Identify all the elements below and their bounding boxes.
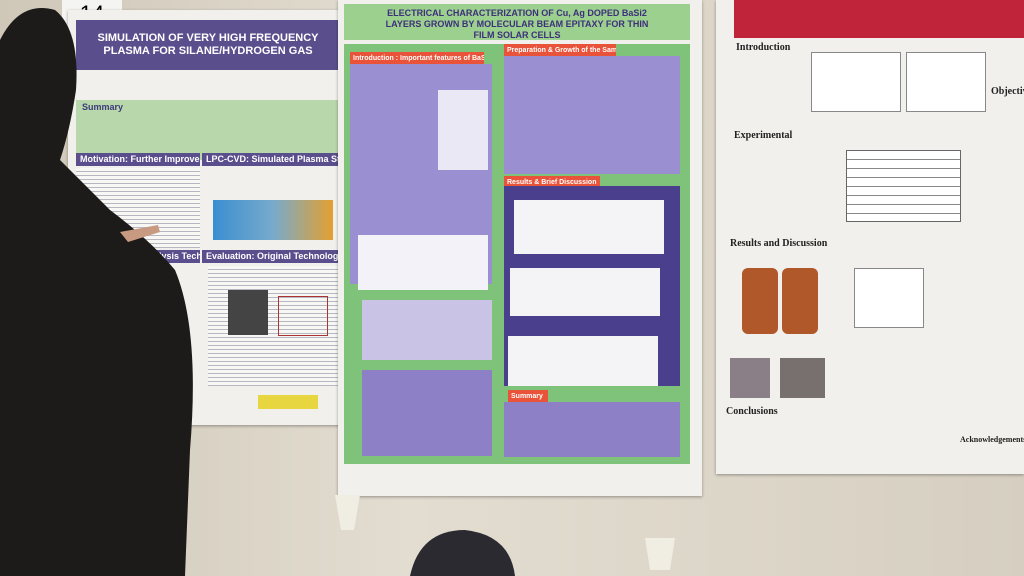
section-header: Results & Brief Discussion bbox=[504, 176, 600, 189]
figure bbox=[782, 268, 818, 334]
poster-title: ELECTRICAL CHARACTERIZATION OF Cu, Ag DO… bbox=[344, 4, 690, 40]
poster-header bbox=[734, 0, 1024, 38]
section-header: Evaluation: Original Technologies bbox=[202, 250, 340, 263]
section-header: LPC-CVD: Simulated Plasma State bbox=[202, 153, 340, 166]
figure bbox=[906, 52, 986, 112]
section-header: Summary bbox=[508, 390, 548, 403]
poster: ELECTRICAL CHARACTERIZATION OF Cu, Ag DO… bbox=[338, 0, 702, 496]
section-header: Conclusions bbox=[726, 406, 778, 417]
figure bbox=[438, 90, 488, 170]
person bbox=[0, 8, 193, 576]
poster-title: SIMULATION OF VERY HIGH FREQUENCY PLASMA… bbox=[76, 20, 340, 70]
figure bbox=[213, 200, 333, 240]
section-header: Summary bbox=[76, 100, 340, 160]
section-header: Results and Discussion bbox=[730, 238, 828, 249]
section-header: Objective bbox=[991, 86, 1024, 97]
figure bbox=[508, 336, 658, 386]
figure bbox=[514, 200, 664, 254]
cup bbox=[645, 538, 675, 570]
text-block bbox=[504, 56, 680, 174]
section-header: Preparation & Growth of the Samples bbox=[504, 44, 616, 57]
section-header: Introduction bbox=[736, 42, 791, 53]
section-header: Experimental bbox=[734, 130, 793, 141]
hand bbox=[120, 225, 160, 242]
section-header: Introduction : Important features of BaS… bbox=[350, 52, 484, 65]
figure bbox=[854, 268, 924, 328]
section-header: Motivation: Further Improvement bbox=[76, 153, 200, 166]
figure bbox=[780, 358, 825, 398]
figure bbox=[811, 52, 901, 112]
figure bbox=[362, 300, 492, 360]
figure bbox=[510, 268, 660, 316]
figure bbox=[730, 358, 770, 398]
figure bbox=[358, 235, 488, 290]
section-header: Acknowledgements bbox=[960, 435, 1024, 444]
figure bbox=[278, 296, 328, 336]
backpack bbox=[410, 530, 515, 576]
figure bbox=[742, 268, 778, 334]
text-block bbox=[362, 370, 492, 456]
text-block bbox=[504, 402, 680, 457]
highlight bbox=[258, 395, 318, 409]
table bbox=[846, 150, 961, 222]
figure bbox=[228, 290, 268, 335]
poster: Introduction Objective Experimental Resu… bbox=[716, 0, 1024, 474]
cup bbox=[335, 495, 360, 530]
